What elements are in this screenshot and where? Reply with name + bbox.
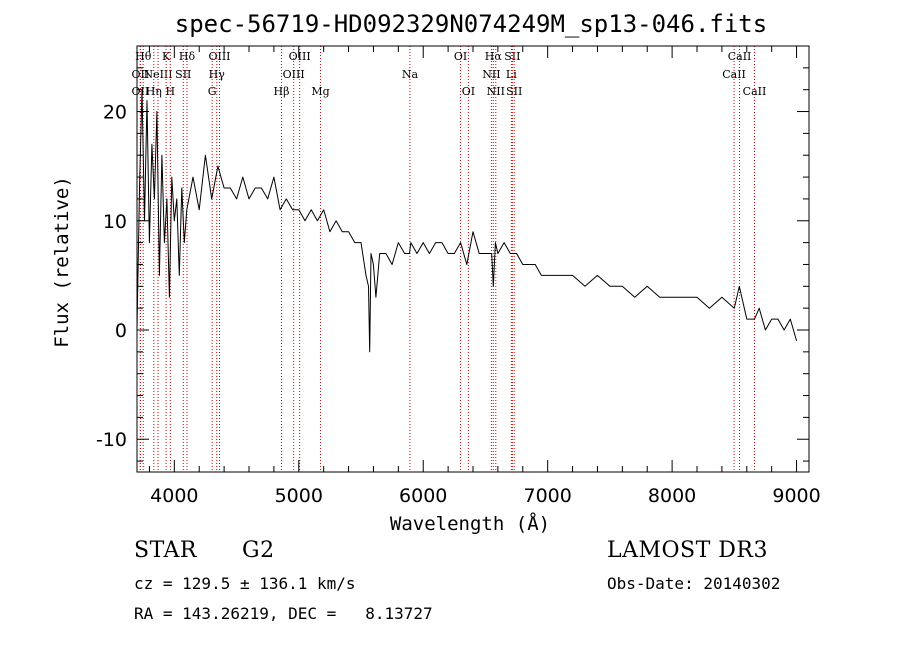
y-tick-label-2: 10 (103, 211, 127, 233)
line-marker-label-23: SII (504, 50, 520, 63)
line-marker-label-26: CaII (728, 50, 752, 63)
x-tick-label-5: 9000 (772, 485, 820, 507)
line-marker-label-19: NII (482, 68, 500, 81)
coordinates: RA = 143.26219, DEC = 8.13727 (134, 604, 433, 623)
line-marker-label-4: NeIII (143, 68, 172, 81)
x-tick-label-2: 6000 (399, 485, 447, 507)
y-tick-label-3: 20 (103, 102, 127, 124)
line-marker-label-15: Mg (311, 85, 329, 98)
line-marker-label-21: NII (487, 85, 505, 98)
y-tick-label-1: 0 (115, 320, 127, 342)
x-tick-label-4: 8000 (648, 485, 696, 507)
survey-name: LAMOST DR3 (607, 538, 768, 563)
x-tick-label-3: 7000 (523, 485, 571, 507)
axis-ticks: 4000 5000 6000 7000 8000 9000 -10 0 10 20 (96, 46, 821, 507)
line-marker-label-16: Na (402, 68, 419, 81)
redshift-velocity: cz = 129.5 ± 136.1 km/s (134, 574, 356, 593)
line-marker-label-10: Hγ (209, 68, 226, 81)
line-marker-label-11: OIII (208, 50, 230, 63)
object-class: STAR (134, 538, 197, 563)
line-marker-label-12: Hβ (274, 85, 290, 98)
x-tick-label-0: 4000 (150, 485, 198, 507)
line-marker-label-22: Li (506, 68, 517, 81)
line-marker-label-0: Hθ (135, 50, 152, 63)
plot-frame (136, 45, 810, 473)
line-marker-label-2: OII (132, 85, 150, 98)
line-marker-label-18: OI (462, 85, 475, 98)
observation-date: Obs-Date: 20140302 (607, 574, 781, 593)
line-marker-label-8: Hδ (179, 50, 196, 63)
line-marker-label-27: CaII (743, 85, 767, 98)
line-marker-label-6: H (166, 85, 176, 98)
x-tick-label-1: 5000 (275, 485, 323, 507)
y-axis-label: Flux (relative) (51, 176, 73, 348)
object-subclass: G2 (242, 538, 275, 563)
chart-title: spec-56719-HD092329N074249M_sp13-046.fit… (175, 10, 767, 38)
y-tick-label-0: -10 (96, 429, 127, 451)
line-marker-label-17: OI (454, 50, 467, 63)
line-marker-label-7: SII (175, 68, 191, 81)
line-marker-label-1: OII (132, 68, 150, 81)
line-marker-label-13: OIII (283, 68, 305, 81)
line-marker-label-24: SII (506, 85, 522, 98)
line-marker-label-5: K (162, 50, 171, 63)
series-line-flux (136, 89, 798, 353)
line-marker-label-14: OIII (289, 50, 311, 63)
x-axis-label: Wavelength (Å) (390, 512, 550, 535)
line-marker-label-25: CaII (722, 68, 746, 81)
line-marker-label-3: Hη (146, 85, 162, 98)
spectral-line-markers: HθOIIOIIHηNeIIIKHSIIHδGHγOIIIHβOIIIOIIIM… (132, 46, 767, 472)
line-marker-label-20: Hα (485, 50, 503, 63)
series-layer (136, 89, 798, 353)
line-marker-label-9: G (208, 85, 217, 98)
